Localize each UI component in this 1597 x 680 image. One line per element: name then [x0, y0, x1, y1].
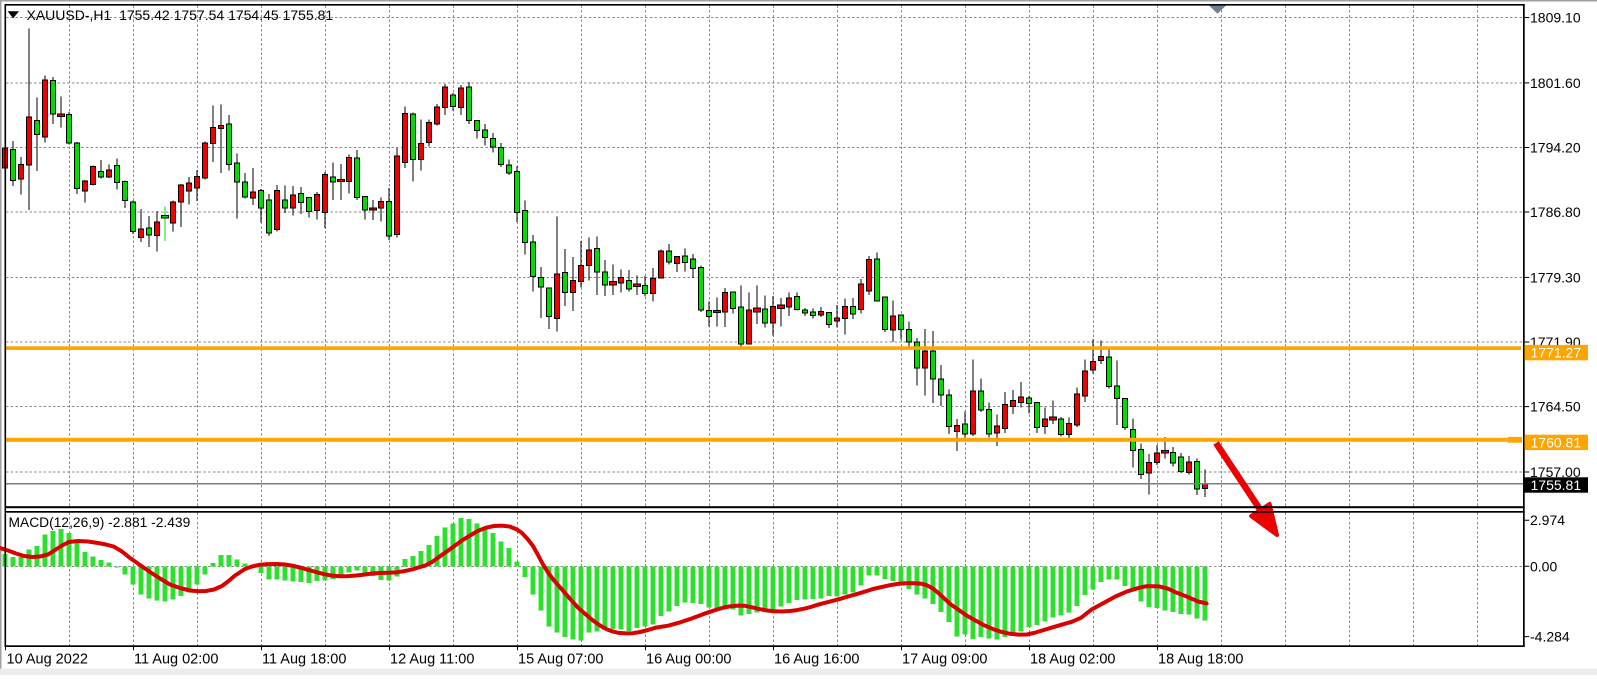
svg-text:18 Aug 02:00: 18 Aug 02:00 [1030, 652, 1115, 668]
svg-text:15 Aug 07:00: 15 Aug 07:00 [518, 652, 603, 668]
svg-text:1794.20: 1794.20 [1530, 140, 1581, 156]
svg-text:1757.00: 1757.00 [1530, 464, 1581, 480]
svg-text:18 Aug 18:00: 18 Aug 18:00 [1158, 652, 1243, 668]
svg-text:1764.50: 1764.50 [1530, 399, 1581, 415]
svg-text:17 Aug 09:00: 17 Aug 09:00 [902, 652, 987, 668]
svg-text:12 Aug 11:00: 12 Aug 11:00 [390, 652, 474, 668]
svg-text:11 Aug 18:00: 11 Aug 18:00 [262, 652, 346, 668]
svg-text:XAUUSD-,H1 1755.42 1757.54 17: XAUUSD-,H1 1755.42 1757.54 1754.45 1755.… [27, 7, 334, 23]
svg-text:1760.81: 1760.81 [1531, 434, 1582, 450]
svg-text:-4.284: -4.284 [1530, 629, 1570, 645]
svg-text:16 Aug 16:00: 16 Aug 16:00 [774, 652, 859, 668]
svg-text:1809.10: 1809.10 [1530, 10, 1581, 26]
svg-text:1755.81: 1755.81 [1531, 477, 1582, 493]
svg-text:0.00: 0.00 [1530, 558, 1557, 574]
svg-text:1801.60: 1801.60 [1530, 75, 1581, 91]
svg-text:1779.30: 1779.30 [1530, 269, 1581, 285]
svg-text:2.974: 2.974 [1530, 512, 1565, 528]
svg-text:MACD(12,26,9) -2.881 -2.439: MACD(12,26,9) -2.881 -2.439 [9, 515, 191, 530]
svg-text:1786.80: 1786.80 [1530, 204, 1581, 220]
svg-text:10 Aug 2022: 10 Aug 2022 [7, 652, 88, 668]
svg-text:1771.27: 1771.27 [1531, 345, 1582, 361]
svg-text:16 Aug 00:00: 16 Aug 00:00 [646, 652, 731, 668]
svg-text:11 Aug 02:00: 11 Aug 02:00 [134, 652, 218, 668]
